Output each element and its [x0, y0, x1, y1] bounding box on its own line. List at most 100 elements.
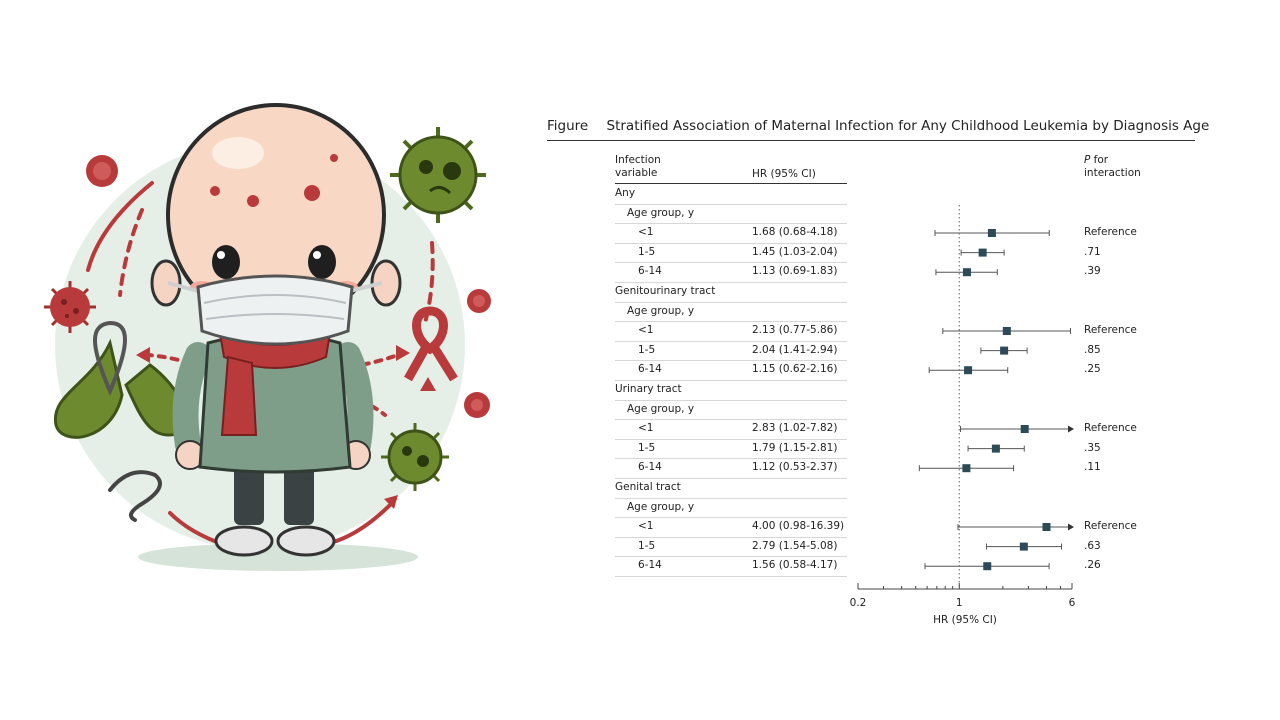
child-figure	[150, 103, 402, 557]
hr-point	[987, 229, 996, 237]
kidney-icon	[53, 320, 189, 439]
hr-value: 4.00 (0.98-16.39)	[752, 520, 845, 533]
row-label: Age group, y	[627, 500, 695, 513]
table-row: <1 1.68 (0.68-4.18)	[615, 223, 847, 244]
hr-point	[1042, 523, 1051, 531]
row-label: <1	[638, 520, 654, 533]
x-axis-label: HR (95% CI)	[933, 614, 997, 626]
skin-spot	[210, 186, 220, 196]
ci-arrow	[1068, 523, 1074, 531]
hr-value: 1.45 (1.03-2.04)	[752, 245, 838, 258]
table-row: 6-14 1.15 (0.62-2.16)	[615, 360, 847, 381]
hr-value: 2.04 (1.41-2.94)	[752, 343, 838, 356]
row-label: Age group, y	[627, 206, 695, 219]
arrow-path-left-top	[86, 181, 154, 272]
forest-plot-figure: Figure Stratified Association of Materna…	[540, 110, 1209, 650]
p-interaction-value: .11	[1084, 461, 1101, 474]
awareness-ribbon-icon	[404, 306, 458, 382]
table-row: 6-14 1.13 (0.69-1.83)	[615, 262, 847, 283]
child-illustration	[44, 103, 491, 571]
title-rule	[547, 140, 1195, 141]
child-leg-left	[234, 461, 264, 525]
subgroup-row: Age group, y	[615, 498, 847, 519]
figure-label: Figure	[547, 118, 589, 134]
table-row: 1-5 1.79 (1.15-2.81)	[615, 439, 847, 460]
p-for: for	[1090, 154, 1109, 166]
group-row: Urinary tract	[615, 380, 847, 401]
p-interaction-value: .85	[1084, 343, 1101, 356]
hr-value: 2.13 (0.77-5.86)	[752, 324, 838, 337]
child-leg-right	[284, 461, 314, 525]
p-interaction-value: Reference	[1084, 324, 1137, 337]
hr-point	[964, 366, 973, 375]
row-label: <1	[638, 226, 654, 239]
row-label: 6-14	[638, 363, 662, 376]
table-row: 6-14 1.56 (0.58-4.17)	[615, 556, 847, 577]
p-interaction-value: .26	[1084, 559, 1101, 572]
hr-point	[1020, 425, 1029, 433]
row-label: 1-5	[638, 441, 656, 454]
row-label: 1-5	[638, 343, 656, 356]
subgroup-row: Age group, y	[615, 400, 847, 421]
arrow-path-left-dashed	[118, 208, 144, 297]
skin-spot	[330, 154, 338, 162]
eye-shine	[313, 251, 321, 259]
hr-point	[1019, 542, 1028, 551]
ci-arrow	[1068, 425, 1074, 433]
arrow-head-bottom-right	[384, 495, 398, 509]
arrow-path-bottom-right	[328, 501, 394, 545]
red-cell-icon	[86, 155, 491, 418]
hr-point	[1000, 346, 1009, 355]
arrow-head-left	[136, 347, 150, 363]
p-interaction-value: Reference	[1084, 520, 1137, 533]
x-tick-label: 6	[1069, 597, 1076, 609]
arrow-head-right	[396, 345, 410, 361]
ground-shadow	[138, 543, 418, 571]
p-interaction-value: .35	[1084, 441, 1101, 454]
x-tick-label: 0.2	[850, 597, 867, 609]
column-header-rule	[615, 183, 847, 184]
hr-value: 2.83 (1.02-7.82)	[752, 422, 838, 435]
child-arm-left	[172, 342, 211, 458]
worm-icon	[108, 470, 162, 522]
p-interaction-value: .63	[1084, 539, 1101, 552]
p-italic: P	[1084, 154, 1091, 166]
row-label: 6-14	[638, 265, 662, 278]
hr-value: 1.13 (0.69-1.83)	[752, 265, 838, 278]
head-highlight	[212, 137, 264, 169]
table-row: <1 2.83 (1.02-7.82)	[615, 419, 847, 440]
hr-point	[983, 562, 992, 571]
hr-point	[962, 464, 971, 473]
child-arm-right	[335, 342, 374, 458]
row-label: 1-5	[638, 245, 656, 258]
table-row: 6-14 1.12 (0.53-2.37)	[615, 458, 847, 479]
row-label: 1-5	[638, 539, 656, 552]
hr-value: 2.79 (1.54-5.08)	[752, 539, 838, 552]
skin-spot	[247, 195, 259, 207]
child-eye-left	[212, 245, 240, 279]
table-row: <1 2.13 (0.77-5.86)	[615, 321, 847, 342]
p-interaction-value: .71	[1084, 245, 1101, 258]
table-row: 1-5 2.04 (1.41-2.94)	[615, 341, 847, 362]
table-row: <1 4.00 (0.98-16.39)	[615, 517, 847, 538]
p-interaction-value: .39	[1084, 265, 1101, 278]
child-ear-left	[150, 259, 182, 307]
column-header-variable-line1: Infection	[615, 154, 661, 166]
hr-value: 1.79 (1.15-2.81)	[752, 441, 838, 454]
row-label: Genital tract	[615, 481, 681, 493]
hr-point	[991, 444, 1000, 453]
row-label: Genitourinary tract	[615, 285, 716, 297]
row-label: Urinary tract	[615, 383, 682, 395]
hr-point	[978, 248, 987, 257]
column-header-hr: HR (95% CI)	[752, 168, 816, 180]
arrow-head-ribbon	[420, 377, 436, 391]
row-label: <1	[638, 324, 654, 337]
face-mask-icon	[167, 274, 383, 346]
child-shoe-right	[276, 525, 336, 557]
forest-plot: 0.2 1 6 HR (95% CI)	[850, 205, 1076, 626]
hr-value: 1.68 (0.68-4.18)	[752, 226, 838, 239]
eye-shine	[217, 251, 225, 259]
child-shoe-left	[214, 525, 274, 557]
subgroup-row: Age group, y	[615, 302, 847, 323]
p-interaction-value: Reference	[1084, 226, 1137, 239]
